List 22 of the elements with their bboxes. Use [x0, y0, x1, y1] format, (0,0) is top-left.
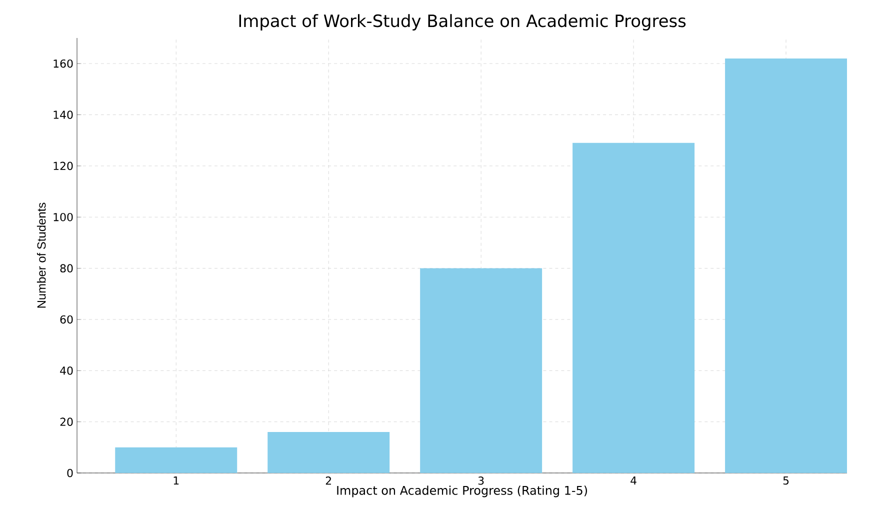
- chart-title: Impact of Work-Study Balance on Academic Progress: [239, 14, 686, 30]
- y-tick-label: 0: [67, 468, 73, 478]
- x-axis-title: Impact on Academic Progress (Rating 1-5): [337, 486, 588, 498]
- bar: [572, 142, 695, 473]
- y-tick-label: 80: [60, 264, 73, 272]
- y-tick-label: 60: [60, 315, 73, 324]
- x-tick-label: 2: [326, 476, 331, 485]
- y-tick-label: 100: [54, 212, 73, 222]
- y-tick-label: 160: [54, 59, 73, 68]
- bar: [268, 432, 390, 473]
- y-axis-title: Number of Students: [36, 202, 46, 308]
- x-tick-label: 3: [478, 476, 484, 485]
- bar: [725, 58, 848, 473]
- x-tick-label: 4: [630, 476, 636, 484]
- y-tick-label: 40: [60, 366, 73, 375]
- bar: [420, 268, 542, 473]
- x-tick-label: 5: [783, 476, 789, 485]
- bar: [115, 447, 238, 473]
- y-tick-label: 140: [54, 110, 73, 119]
- x-tick-label: 1: [174, 476, 179, 484]
- y-tick-label: 20: [60, 418, 73, 426]
- y-tick-label: 120: [54, 162, 73, 170]
